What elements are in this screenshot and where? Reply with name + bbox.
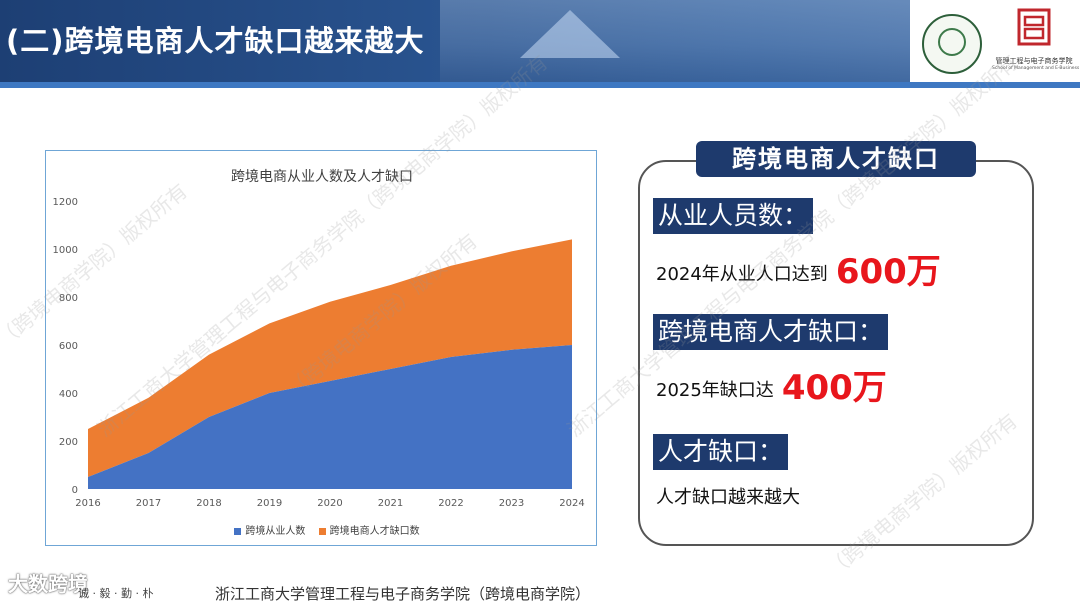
x-tick-label: 2023	[499, 498, 524, 509]
talent-gap-statement: 2025年缺口达 400万	[656, 360, 887, 409]
x-tick-label: 2020	[317, 498, 342, 509]
employees-value: 600万	[835, 252, 941, 292]
y-tick-label: 0	[72, 485, 78, 496]
page-title: (二)跨境电商人才缺口越来越大	[6, 24, 425, 58]
school-logo-icon	[1017, 8, 1051, 46]
employees-text: 2024年从业人口达到	[656, 264, 828, 285]
x-tick-label: 2017	[136, 498, 161, 509]
area-series-gap	[88, 239, 572, 477]
employees-statement: 2024年从业人口达到 600万	[656, 244, 941, 293]
chart-panel: 跨境电商从业人数及人才缺口 0 200 400 600 800 1000 1200 2016 2…	[45, 150, 597, 546]
school-motto: 诚 · 毅 · 勤 · 朴	[78, 587, 154, 600]
x-tick-label: 2019	[257, 498, 282, 509]
footer-text: 浙江工商大学管理工程与电子商务学院（跨境电商学院）	[215, 585, 591, 603]
y-tick-label: 1200	[53, 197, 78, 208]
x-tick-label: 2024	[559, 498, 584, 509]
legend-swatch-employees	[234, 527, 242, 535]
info-heading: 跨境电商人才缺口	[696, 141, 976, 177]
legend-swatch-gap	[318, 527, 326, 535]
header-stripe	[0, 82, 1080, 88]
chart-legend: 跨境从业人数 跨境电商人才缺口数	[46, 522, 598, 537]
legend-label-employees: 跨境从业人数	[245, 526, 306, 537]
y-tick-label: 1000	[53, 245, 78, 256]
area-chart: 0 200 400 600 800 1000 1200 2016 2017 2018 2019 202…	[53, 197, 585, 509]
employees-label: 从业人员数：	[653, 198, 814, 234]
y-tick-label: 800	[59, 293, 78, 304]
school-name-cn: 管理工程与电子商务学院	[995, 57, 1073, 65]
x-tick-label: 2018	[196, 498, 221, 509]
chart-title: 跨境电商从业人数及人才缺口	[231, 169, 413, 185]
talent-gap-label: 跨境电商人才缺口：	[653, 314, 889, 350]
talent-gap-value: 400万	[781, 368, 887, 408]
weibo-watermark: 大数跨境	[8, 572, 88, 596]
x-tick-label: 2022	[438, 498, 463, 509]
x-tick-label: 2021	[378, 498, 403, 509]
y-tick-label: 600	[59, 341, 78, 352]
y-tick-label: 200	[59, 437, 78, 448]
talent-gap-text: 2025年缺口达	[656, 380, 774, 401]
campus-photo	[440, 0, 920, 82]
gap-trend-text: 人才缺口越来越大	[656, 487, 800, 508]
y-tick-label: 400	[59, 389, 78, 400]
area-series-employees	[88, 345, 572, 489]
gap-trend-label: 人才缺口：	[653, 434, 789, 470]
university-seal-icon	[922, 14, 982, 74]
glass-pyramid-shape	[520, 10, 620, 58]
x-tick-label: 2016	[75, 498, 100, 509]
school-name-en: School of Management and E-Business	[992, 66, 1080, 71]
legend-label-gap: 跨境电商人才缺口数	[329, 526, 420, 537]
header-banner	[0, 0, 1080, 82]
